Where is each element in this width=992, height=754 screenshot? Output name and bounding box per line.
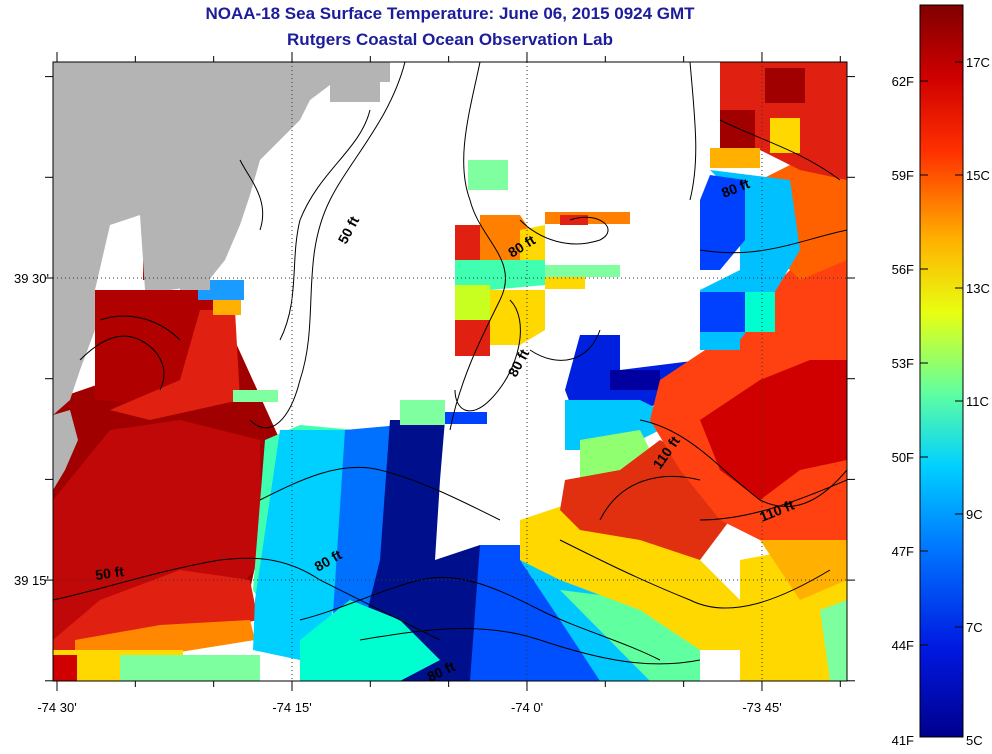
celsius-labels: 17C 15C 13C 11C 9C 7C 5C bbox=[966, 55, 990, 748]
fahrenheit-label: 41F bbox=[892, 733, 914, 748]
colorbar: 17C 15C 13C 11C 9C 7C 5C 62F 59F 56F 53F… bbox=[892, 4, 990, 748]
celsius-label: 9C bbox=[966, 507, 983, 522]
contour-label: 50 ft bbox=[94, 563, 125, 583]
axis-ticks bbox=[45, 52, 855, 691]
fahrenheit-label: 53F bbox=[892, 356, 914, 371]
celsius-label: 7C bbox=[966, 620, 983, 635]
fahrenheit-label: 59F bbox=[892, 168, 914, 183]
celsius-label: 17C bbox=[966, 55, 990, 70]
lon-label: -73 45' bbox=[742, 700, 781, 715]
fahrenheit-label: 44F bbox=[892, 638, 914, 653]
graticule bbox=[53, 62, 847, 681]
celsius-label: 11C bbox=[966, 394, 989, 409]
fahrenheit-label: 56F bbox=[892, 262, 914, 277]
lon-label: -74 0' bbox=[511, 700, 543, 715]
fahrenheit-label: 62F bbox=[892, 74, 914, 89]
latitude-labels: 39 30' 39 15' bbox=[14, 271, 49, 588]
celsius-label: 15C bbox=[966, 168, 990, 183]
celsius-label: 5C bbox=[966, 733, 983, 748]
map-title: NOAA-18 Sea Surface Temperature: June 06… bbox=[205, 4, 695, 23]
bathymetry-contours bbox=[53, 62, 847, 665]
celsius-label: 13C bbox=[966, 281, 990, 296]
map-border bbox=[52, 61, 848, 682]
longitude-labels: -74 30' -74 15' -74 0' -73 45' bbox=[37, 700, 781, 715]
lon-label: -74 15' bbox=[272, 700, 311, 715]
lat-label: 39 30' bbox=[14, 271, 49, 286]
fahrenheit-labels: 62F 59F 56F 53F 50F 47F 44F 41F bbox=[892, 74, 914, 748]
fahrenheit-label: 47F bbox=[892, 544, 914, 559]
map-subtitle: Rutgers Coastal Ocean Observation Lab bbox=[287, 30, 613, 49]
lat-label: 39 15' bbox=[14, 573, 49, 588]
colorbar-gradient bbox=[920, 5, 963, 737]
lon-label: -74 30' bbox=[37, 700, 76, 715]
fahrenheit-label: 50F bbox=[892, 450, 914, 465]
land-mask bbox=[53, 62, 390, 490]
